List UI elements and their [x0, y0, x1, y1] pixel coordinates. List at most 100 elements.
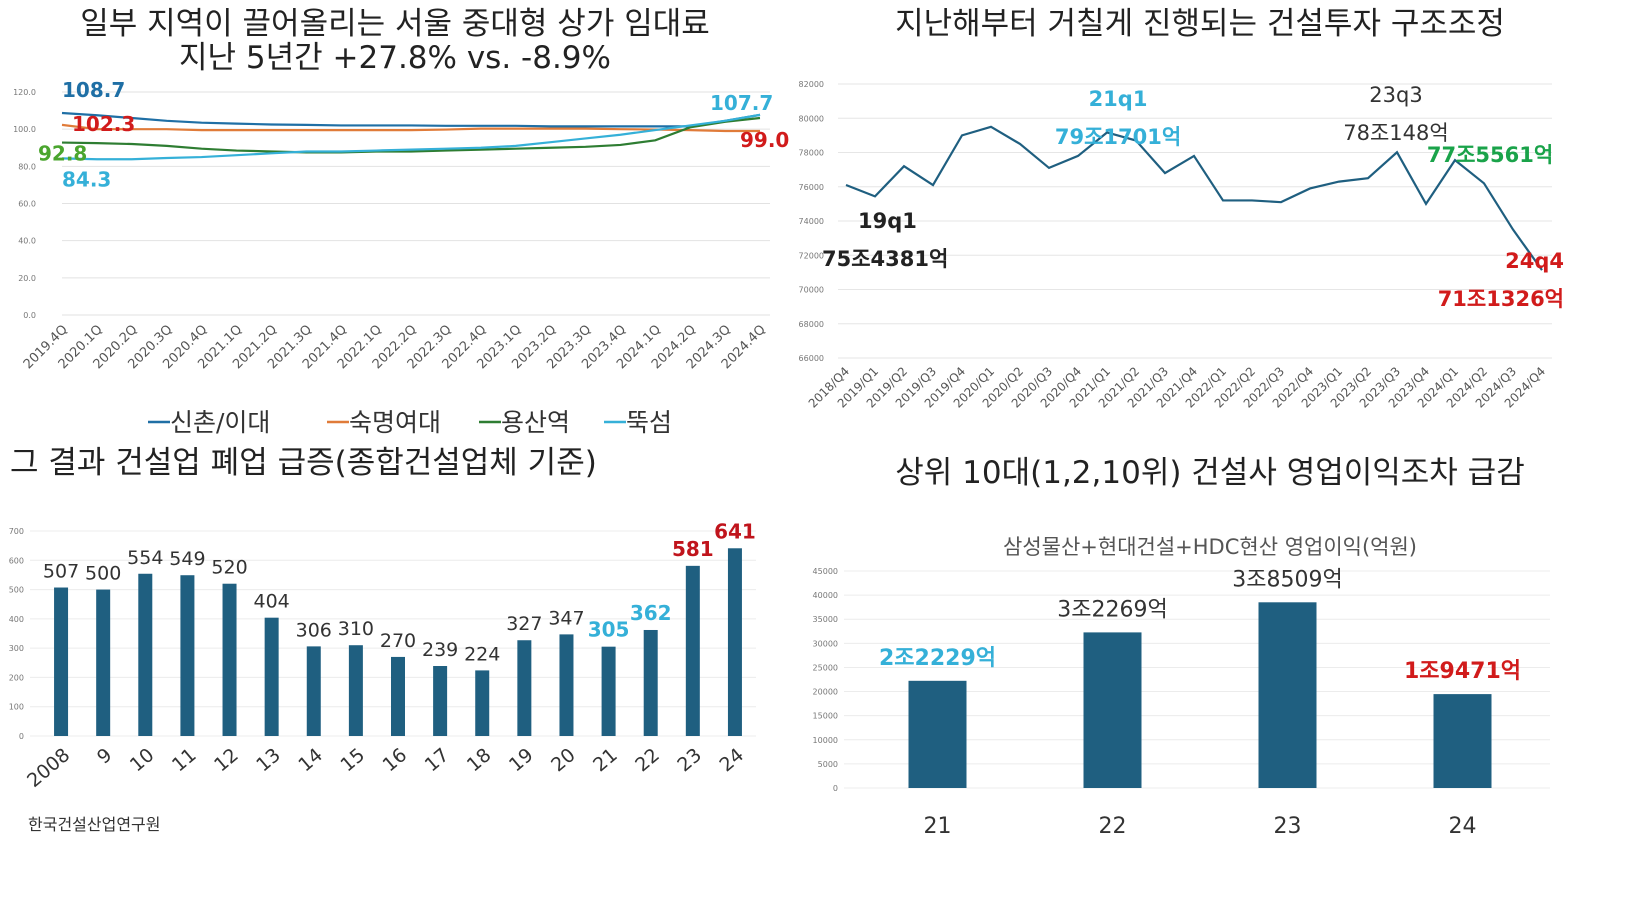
- bar: [306, 646, 321, 736]
- bar: [96, 589, 111, 736]
- data-label: 107.7: [710, 91, 773, 115]
- bar-value-label: 520: [211, 557, 247, 579]
- bar-value-label: 3조8509억: [1232, 567, 1342, 592]
- chart-profit-subtitle: 삼성물산+현대건설+HDC현산 영업이익(억원): [1003, 535, 1417, 559]
- bar: [727, 548, 742, 736]
- bar: [391, 656, 405, 736]
- y-tick-label: 20000: [813, 688, 838, 697]
- bar-value-label: 224: [464, 643, 500, 665]
- x-tick-label: 16: [379, 744, 412, 776]
- chart-profit-title: 상위 10대(1,2,10위) 건설사 영업이익조차 급감: [895, 455, 1525, 491]
- bar: [475, 670, 490, 736]
- x-tick-label: 19: [505, 744, 538, 776]
- legend-label: 신촌/이대: [170, 408, 270, 437]
- y-tick-label: 300: [9, 644, 24, 653]
- x-tick-label: 23: [673, 744, 706, 776]
- bar: [908, 680, 967, 788]
- y-tick-label: 80.0: [18, 162, 36, 171]
- series-line: [845, 125, 1543, 271]
- y-tick-label: 78000: [799, 149, 824, 158]
- chart-rent-subtitle: 지난 5년간 +27.8% vs. -8.9%: [179, 40, 611, 76]
- annotation-label: 24q4: [1505, 249, 1564, 273]
- y-tick-label: 70000: [799, 286, 824, 295]
- legend-label: 숙명여대: [349, 408, 441, 437]
- legend-label: 용산역: [501, 408, 570, 437]
- x-tick-label: 24: [1449, 814, 1477, 839]
- x-tick-label: 21: [924, 814, 952, 839]
- y-tick-label: 60.0: [18, 200, 36, 209]
- data-label: 102.3: [72, 112, 135, 136]
- chart-closures-source: 한국건설산업연구원: [28, 815, 161, 834]
- chart-closures-svg: 0 100 200 300 400 500 600 700 507 2008 500 9 554 10 54…: [9, 519, 756, 792]
- y-tick-label: 68000: [799, 320, 824, 329]
- y-tick-label: 45000: [813, 567, 838, 576]
- bar-value-label: 306: [296, 619, 332, 641]
- y-tick-label: 500: [9, 586, 24, 595]
- y-tick-label: 40000: [813, 591, 838, 600]
- bar-value-label: 3조2269억: [1057, 597, 1167, 622]
- y-tick-label: 0: [19, 732, 24, 741]
- x-tick-label: 22: [1099, 814, 1127, 839]
- annotation-label: 77조5561억: [1427, 143, 1553, 167]
- y-tick-label: 200: [9, 673, 24, 682]
- x-tick-label: 21: [589, 744, 622, 776]
- annotation-label: 71조1326억: [1438, 287, 1564, 311]
- bar: [348, 645, 363, 736]
- x-tick-label: 12: [210, 744, 243, 776]
- x-tick-label: 22: [631, 744, 664, 776]
- bar: [559, 634, 574, 736]
- chart-rent-svg: 0.020.040.060.080.0100.0120.02019.4Q2020…: [13, 78, 789, 437]
- data-label: 108.7: [62, 78, 125, 102]
- y-tick-label: 30000: [813, 639, 838, 648]
- chart-profit-panel: 상위 10대(1,2,10위) 건설사 영업이익조차 급감 삼성물산+현대건설+…: [813, 445, 1638, 904]
- annotation-label: 23q3: [1369, 83, 1422, 107]
- chart-investment-panel: 지난해부터 거칠게 진행되는 건설투자 구조조정 66000 68000 70000…: [799, 0, 1638, 445]
- series-line-0: [61, 111, 761, 128]
- bar-value-label: 362: [630, 601, 672, 625]
- data-label: 92.8: [38, 142, 87, 166]
- bar-value-label: 310: [338, 618, 374, 640]
- bar-value-label: 554: [127, 547, 163, 569]
- bar: [643, 629, 658, 736]
- chart-rent-title: 일부 지역이 끌어올리는 서울 중대형 상가 임대료: [80, 6, 710, 42]
- chart-investment-svg: 66000 68000 70000 72000 74000 76000 78000 80000…: [799, 80, 1564, 411]
- bar: [54, 587, 69, 736]
- chart-profit-svg: 0 5000 10000 15000 20000 25000 30000 35000 40000…: [813, 567, 1550, 839]
- x-tick-label: 17: [421, 744, 454, 776]
- bar: [222, 583, 237, 736]
- chart-investment-title: 지난해부터 거칠게 진행되는 건설투자 구조조정: [895, 6, 1505, 42]
- bar-value-label: 404: [254, 591, 290, 613]
- x-tick-label: 10: [126, 744, 159, 776]
- bar-value-label: 549: [169, 548, 205, 570]
- y-tick-label: 80000: [799, 114, 824, 123]
- bar-value-label: 270: [380, 630, 416, 652]
- bar-value-label: 500: [85, 563, 121, 585]
- bar: [1258, 602, 1317, 788]
- bar: [517, 640, 532, 736]
- y-tick-label: 20.0: [18, 274, 36, 283]
- y-tick-label: 15000: [813, 712, 838, 721]
- bar-value-label: 507: [43, 561, 79, 583]
- bar-value-label: 239: [422, 639, 458, 661]
- x-tick-label: 23: [1274, 814, 1302, 839]
- data-label: 99.0: [740, 128, 789, 152]
- legend-label: 뚝섬: [626, 408, 672, 437]
- bar: [685, 565, 700, 736]
- x-tick-label: 20: [547, 744, 580, 776]
- x-tick-label: 13: [252, 744, 285, 776]
- y-tick-label: 82000: [799, 80, 824, 89]
- x-tick-label: 15: [336, 744, 369, 776]
- x-tick-label: 24: [715, 744, 748, 776]
- series-line-1: [61, 123, 760, 133]
- series-line-2: [61, 116, 761, 154]
- y-tick-label: 400: [9, 615, 24, 624]
- y-tick-label: 25000: [813, 663, 838, 672]
- chart-closures-title: 그 결과 건설업 폐업 급증(종합건설업체 기준): [10, 445, 597, 481]
- y-tick-label: 35000: [813, 615, 838, 624]
- chart-rent-panel: 일부 지역이 끌어올리는 서울 중대형 상가 임대료 지난 5년간 +27.8%…: [0, 0, 820, 445]
- y-tick-label: 72000: [799, 251, 824, 260]
- bar: [601, 646, 616, 736]
- bar: [138, 573, 153, 736]
- y-tick-label: 700: [9, 527, 24, 536]
- bar: [1433, 694, 1492, 788]
